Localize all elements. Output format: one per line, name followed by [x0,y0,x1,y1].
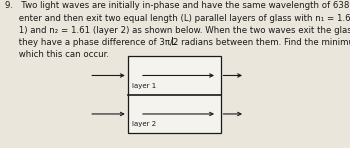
Text: layer 2: layer 2 [132,121,156,127]
Text: layer 1: layer 1 [132,83,156,89]
Text: 9.   Two light waves are initially in-phase and have the same wavelength of 638 : 9. Two light waves are initially in-phas… [5,1,350,59]
Text: L: L [172,37,177,47]
Bar [128,56,220,133]
